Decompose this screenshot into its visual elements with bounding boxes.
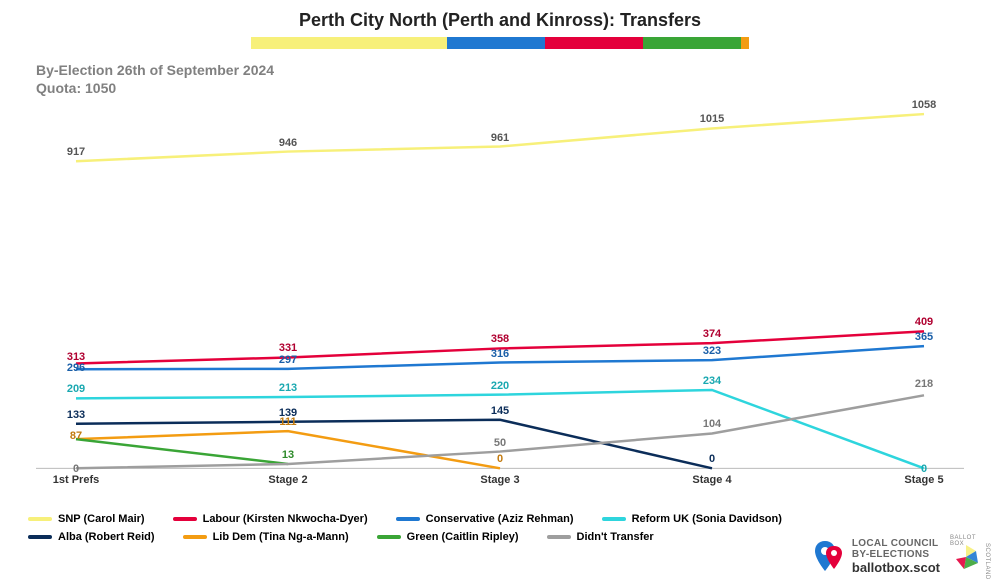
point-label: 961 xyxy=(491,132,509,144)
legend-swatch xyxy=(28,517,52,521)
point-label: 358 xyxy=(491,333,509,345)
brand-site: ballotbox.scot xyxy=(852,560,940,575)
badge-arc-text: BALLOT BOX xyxy=(950,535,984,547)
brand-line2: BY-ELECTIONS xyxy=(852,549,940,560)
legend-label: Lib Dem (Tina Ng-a-Mann) xyxy=(213,531,349,543)
legend-item: SNP (Carol Mair) xyxy=(28,513,145,525)
legend-label: Green (Caitlin Ripley) xyxy=(407,531,519,543)
point-label: 87 xyxy=(70,430,82,442)
point-label: 316 xyxy=(491,348,509,360)
chart-container: { "title": "Perth City North (Perth and … xyxy=(0,0,1000,587)
legend-swatch xyxy=(173,517,197,521)
point-label: 133 xyxy=(67,409,85,421)
colorbar-segment xyxy=(643,37,741,49)
brand-line1: LOCAL COUNCIL xyxy=(852,538,940,549)
badge-arc-text2: SCOTLAND xyxy=(984,543,990,580)
legend-item: Green (Caitlin Ripley) xyxy=(377,531,519,543)
legend-label: SNP (Carol Mair) xyxy=(58,513,145,525)
point-label: 209 xyxy=(67,383,85,395)
colorbar-segment xyxy=(447,37,545,49)
brand-text: LOCAL COUNCIL BY-ELECTIONS ballotbox.sco… xyxy=(852,538,940,575)
point-label: 1058 xyxy=(912,99,936,111)
chart-title: Perth City North (Perth and Kinross): Tr… xyxy=(0,0,1000,31)
series-line xyxy=(76,420,712,469)
legend-item: Lib Dem (Tina Ng-a-Mann) xyxy=(183,531,349,543)
legend-item: Conservative (Aziz Rehman) xyxy=(396,513,574,525)
legend-item: Alba (Robert Reid) xyxy=(28,531,155,543)
legend: SNP (Carol Mair) Labour (Kirsten Nkwocha-… xyxy=(28,513,800,543)
point-label: 234 xyxy=(703,375,721,387)
point-label: 50 xyxy=(494,437,506,449)
legend-swatch xyxy=(396,517,420,521)
point-label: 297 xyxy=(279,354,297,366)
legend-swatch xyxy=(602,517,626,521)
colorbar-segment xyxy=(741,37,749,49)
point-label: 0 xyxy=(709,453,715,465)
point-label: 409 xyxy=(915,316,933,328)
legend-item: Labour (Kirsten Nkwocha-Dyer) xyxy=(173,513,368,525)
legend-item: Reform UK (Sonia Davidson) xyxy=(602,513,782,525)
point-label: 111 xyxy=(279,416,296,428)
pin-icon xyxy=(814,539,844,575)
point-label: 296 xyxy=(67,362,85,374)
point-label: 331 xyxy=(279,342,297,354)
colorbar-segment xyxy=(251,37,447,49)
x-axis-label: Stage 4 xyxy=(692,474,731,486)
x-axis-label: Stage 3 xyxy=(480,474,519,486)
x-axis-label: Stage 5 xyxy=(904,474,943,486)
point-label: 13 xyxy=(282,449,294,461)
point-label: 917 xyxy=(67,146,85,158)
point-label: 1015 xyxy=(700,113,724,125)
point-label: 0 xyxy=(497,453,503,465)
x-axis-label: Stage 2 xyxy=(268,474,307,486)
legend-label: Alba (Robert Reid) xyxy=(58,531,155,543)
point-label: 374 xyxy=(703,328,721,340)
point-label: 220 xyxy=(491,380,509,392)
point-label: 323 xyxy=(703,345,721,357)
point-label: 365 xyxy=(915,331,933,343)
point-label: 145 xyxy=(491,405,509,417)
plot-area: 917 946 961 1015 1058 313 331 358 374 409 296 297 31… xyxy=(36,80,964,495)
legend-item: Didn't Transfer xyxy=(547,531,654,543)
legend-label: Didn't Transfer xyxy=(577,531,654,543)
subtitle-line1: By-Election 26th of September 2024 xyxy=(36,62,274,78)
series-line xyxy=(76,439,288,464)
colorbar-segment xyxy=(545,37,643,49)
point-label: 104 xyxy=(703,418,721,430)
legend-swatch xyxy=(547,535,571,539)
legend-label: Reform UK (Sonia Davidson) xyxy=(632,513,782,525)
title-colorbar xyxy=(0,37,1000,49)
legend-swatch xyxy=(183,535,207,539)
point-label: 218 xyxy=(915,378,933,390)
legend-swatch xyxy=(28,535,52,539)
branding: LOCAL COUNCIL BY-ELECTIONS ballotbox.sco… xyxy=(814,538,984,575)
point-label: 313 xyxy=(67,351,85,363)
legend-swatch xyxy=(377,535,401,539)
x-axis-label: 1st Prefs xyxy=(53,474,99,486)
legend-label: Conservative (Aziz Rehman) xyxy=(426,513,574,525)
point-label: 946 xyxy=(279,137,297,149)
legend-label: Labour (Kirsten Nkwocha-Dyer) xyxy=(203,513,368,525)
scotland-badge-icon: BALLOT BOX SCOTLAND xyxy=(948,539,984,575)
point-label: 213 xyxy=(279,382,297,394)
